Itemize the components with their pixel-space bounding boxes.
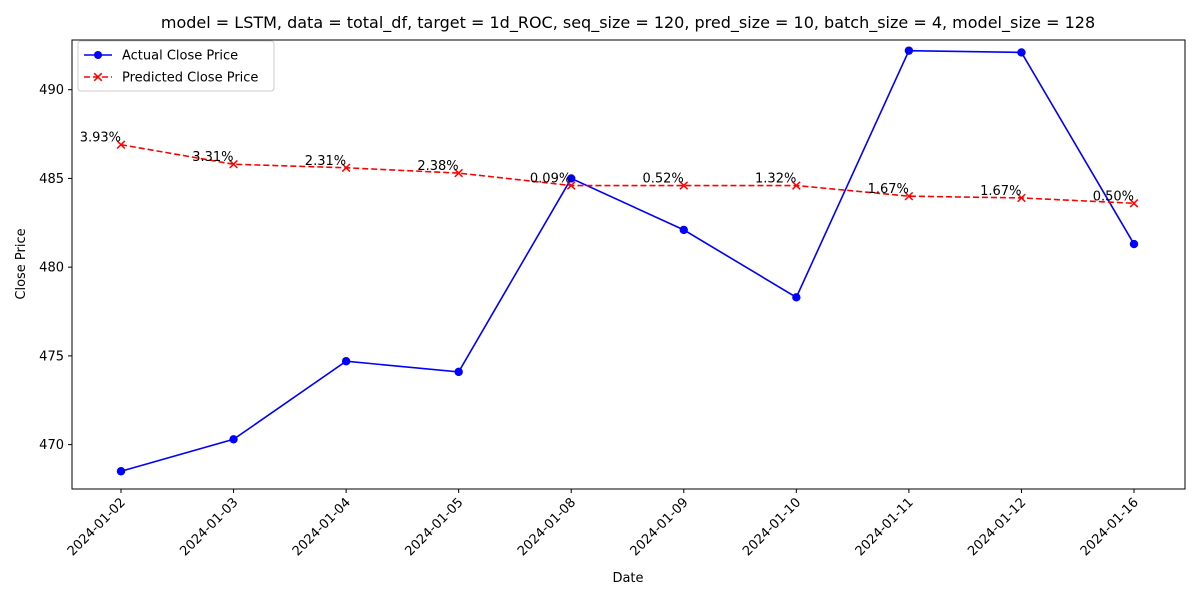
legend-label: Predicted Close Price: [122, 71, 258, 86]
data-label: 1.67%: [980, 184, 1021, 199]
legend-label: Actual Close Price: [122, 49, 238, 64]
data-point-predicted: [116, 140, 126, 150]
data-label: 2.38%: [417, 159, 458, 174]
x-axis-label: Date: [612, 571, 643, 586]
y-tick-label: 470: [39, 438, 64, 453]
data-label: 2.31%: [305, 154, 346, 169]
chart-title: model = LSTM, data = total_df, target = …: [161, 13, 1095, 33]
data-point-predicted: [229, 159, 238, 169]
data-label: 0.09%: [530, 172, 571, 187]
data-point-predicted: [341, 163, 351, 173]
data-point-actual: [1129, 239, 1139, 249]
data-point-actual: [1017, 48, 1026, 57]
plot-area-frame: [71, 39, 1186, 490]
series-layer: [116, 46, 1139, 476]
data-point-predicted: [792, 181, 801, 190]
data-label: 3.93%: [80, 131, 121, 146]
y-tick-label: 490: [39, 83, 64, 98]
data-point-actual: [904, 46, 914, 55]
data-label: 1.32%: [755, 172, 796, 187]
y-tick-label: 485: [39, 172, 64, 187]
series-line-actual: [120, 49, 1135, 473]
data-point-actual: [341, 357, 351, 366]
y-axis-label: Close Price: [14, 228, 29, 299]
data-point-predicted: [454, 168, 463, 178]
data-label: 0.50%: [1093, 189, 1134, 204]
data-point-actual: [679, 225, 688, 235]
data-point-predicted: [1129, 198, 1139, 208]
y-tick-label: 480: [39, 261, 64, 276]
data-label: 0.52%: [642, 172, 683, 187]
series-line-predicted: [120, 143, 1135, 205]
data-point-actual: [567, 174, 576, 183]
data-point-predicted: [566, 181, 576, 190]
legend: Actual Close Price Predicted Close Price: [77, 40, 275, 92]
legend-marker: [93, 72, 103, 82]
legend-box: [77, 40, 275, 92]
data-point-predicted: [1017, 193, 1026, 203]
data-point-predicted: [679, 181, 689, 190]
data-label: 1.67%: [868, 182, 909, 197]
data-point-actual: [792, 293, 801, 302]
y-tick-label: 475: [39, 349, 64, 364]
data-label: 3.31%: [192, 150, 233, 165]
data-point-actual: [454, 367, 463, 377]
legend-marker: [94, 51, 102, 59]
data-point-predicted: [904, 191, 914, 201]
data-point-actual: [116, 467, 126, 476]
data-point-actual: [229, 435, 238, 444]
y-axis: 470 475 480 485 490: [39, 83, 72, 453]
data-labels: 3.93% 3.31% 2.31% 2.38% 0.09% 0.52% 1.32% 1.67%…: [80, 131, 1134, 205]
